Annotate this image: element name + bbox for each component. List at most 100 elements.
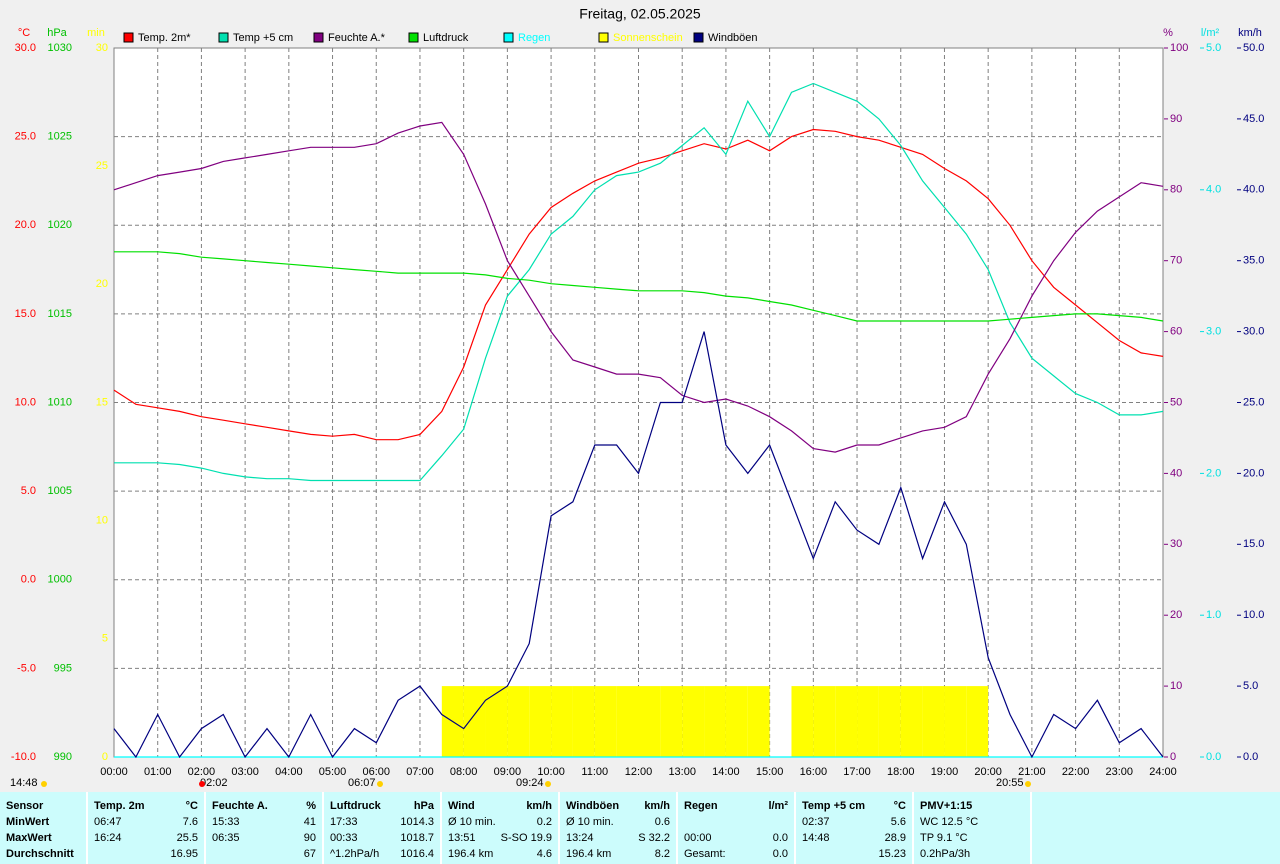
series-line <box>113 128 1164 441</box>
x-tick-label: 13:00 <box>668 766 696 778</box>
stats-column: Sensor MinWert MaxWert Durchschnitt <box>0 792 88 864</box>
stats-table: Sensor MinWert MaxWert Durchschnitt Temp. 2m… <box>0 792 1280 864</box>
legend-label: Luftdruck <box>423 32 469 44</box>
y-tick-label: 10 <box>1170 680 1182 692</box>
stats-row: 16:24 25.5 <box>94 830 198 846</box>
sunshine-bar <box>594 686 617 757</box>
y-tick-label: 0 <box>102 751 108 763</box>
cell-text: 0.0 <box>772 848 788 860</box>
cell-text: 90 <box>303 832 316 844</box>
legend-swatch <box>123 32 134 43</box>
sunshine-bar <box>900 686 923 757</box>
annotation: 06:07 <box>348 777 376 789</box>
stats-header: Regen l/m² <box>684 798 788 814</box>
stats-row: 17:33 1014.3 <box>330 814 434 830</box>
cell-text: Luftdruck <box>330 800 381 812</box>
y-tick-label: 1000 <box>48 574 72 586</box>
x-tick-label: 24:00 <box>1149 766 1177 778</box>
cell-text: 0.2 <box>536 816 552 828</box>
y-tick-label: 10 <box>96 515 108 527</box>
series-line <box>114 82 1164 482</box>
cell-text: 16.95 <box>170 848 198 860</box>
y-tick-label: 15.0 <box>1243 538 1264 550</box>
x-tick-label: 00:00 <box>100 766 128 778</box>
cell-text: 8.2 <box>654 848 670 860</box>
cell-text: 0.2hPa/3h <box>920 848 971 860</box>
y-tick-label: 1015 <box>48 308 72 320</box>
stats-row: Ø 10 min. 0.2 <box>448 814 552 830</box>
stats-row: 196.4 km 8.2 <box>566 846 670 862</box>
stats-row: Durchschnitt <box>6 846 80 862</box>
x-tick-label: 05:00 <box>319 766 347 778</box>
y-tick-label: 35.0 <box>1243 255 1264 267</box>
cell-text: PMV+1:15 <box>920 800 973 812</box>
y-tick-label: 15 <box>96 396 108 408</box>
cell-text: 7.6 <box>182 816 198 828</box>
cell-text: 17:33 <box>330 816 358 828</box>
y-tick-label: 20 <box>96 278 108 290</box>
x-tick-label: 17:00 <box>843 766 871 778</box>
cell-text: % <box>306 800 316 812</box>
axis-unit: l/m² <box>1201 27 1220 39</box>
y-tick-label: 25.0 <box>15 131 36 143</box>
x-tick-label: 15:00 <box>756 766 784 778</box>
sunshine-bar <box>485 686 508 757</box>
cell-text: MinWert <box>6 816 50 828</box>
cell-text: 06:47 <box>94 816 122 828</box>
y-tick-label: 70 <box>1170 255 1182 267</box>
stats-header: PMV+1:15 <box>920 798 1024 814</box>
y-tick-label: -5.0 <box>17 662 36 674</box>
y-tick-label: 2.0 <box>1206 467 1221 479</box>
sunshine-bar <box>704 686 726 757</box>
y-tick-label: 100 <box>1170 42 1188 54</box>
stats-row: 196.4 km 4.6 <box>448 846 552 862</box>
series-line <box>114 251 1164 322</box>
y-tick-label: 15.0 <box>15 308 36 320</box>
sunshine-bar <box>638 686 661 757</box>
cell-text: 41 <box>303 816 316 828</box>
stats-row: Ø 10 min. 0.6 <box>566 814 670 830</box>
sunshine-bar <box>551 686 573 757</box>
y-tick-label: 1010 <box>48 396 72 408</box>
cell-text: S-SO 19.9 <box>500 832 552 844</box>
legend-label: Windböen <box>708 32 758 44</box>
stats-row <box>684 814 788 830</box>
cell-text: 67 <box>303 848 316 860</box>
axis-unit: min <box>87 27 105 39</box>
x-tick-label: 04:00 <box>275 766 303 778</box>
sunshine-bar <box>944 686 967 757</box>
x-tick-label: 20:00 <box>974 766 1002 778</box>
cell-text: 0.0 <box>772 832 788 844</box>
y-tick-label: 990 <box>54 751 72 763</box>
y-tick-label: 1005 <box>48 485 72 497</box>
cell-text: 06:35 <box>212 832 240 844</box>
y-tick-label: 30.0 <box>15 42 36 54</box>
legend-swatch <box>503 32 514 43</box>
stats-row: ^1.2hPa/h 1016.4 <box>330 846 434 862</box>
annotation: 20:55 <box>996 777 1024 789</box>
stats-column: Luftdruck hPa 17:33 1014.3 00:33 1018.7 ^1.2hP… <box>324 792 442 864</box>
cell-text: Gesamt: <box>684 848 726 860</box>
cell-text: 196.4 km <box>566 848 612 860</box>
sunshine-bar <box>660 686 683 757</box>
stats-row: WC 12.5 °C <box>920 814 1024 830</box>
annotation-marker <box>41 781 47 787</box>
sunshine-bar <box>835 686 858 757</box>
x-tick-label: 10:00 <box>537 766 565 778</box>
axis-unit: °C <box>18 27 30 39</box>
y-tick-label: 30 <box>96 42 108 54</box>
stats-row: 13:24 S 32.2 <box>566 830 670 846</box>
stats-header: Sensor <box>6 798 80 814</box>
y-tick-label: 90 <box>1170 113 1182 125</box>
cell-text: 28.9 <box>884 832 906 844</box>
cell-text: 15.23 <box>878 848 906 860</box>
cell-text: 1018.7 <box>400 832 434 844</box>
stats-header: Wind km/h <box>448 798 552 814</box>
stats-column: Temp. 2m °C 06:47 7.6 16:24 25.5 16.95 <box>88 792 206 864</box>
y-tick-label: 20.0 <box>1243 467 1264 479</box>
cell-text: l/m² <box>768 800 788 812</box>
y-tick-label: 1020 <box>48 219 72 231</box>
stats-row: 15:33 41 <box>212 814 316 830</box>
y-tick-label: 4.0 <box>1206 184 1221 196</box>
